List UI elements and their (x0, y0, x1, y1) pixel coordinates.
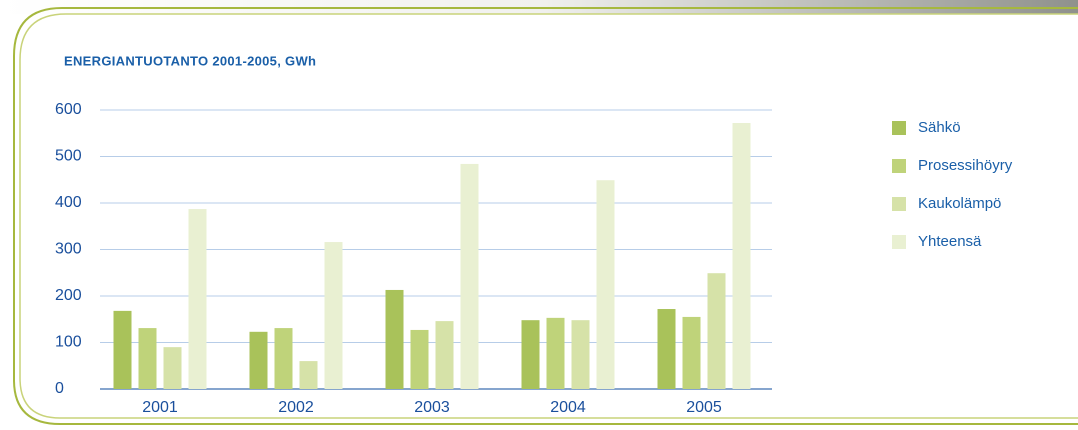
bar (572, 320, 590, 389)
bar (683, 317, 701, 389)
bar (708, 273, 726, 389)
bar (436, 321, 454, 389)
bar (733, 123, 751, 389)
page: {"chart_data": {"type": "bar", "title": … (0, 0, 1078, 430)
bar (114, 311, 132, 389)
chart: ENERGIANTUOTANTO 2001-2005, GWh 01002003… (0, 0, 1078, 430)
chart-title: ENERGIANTUOTANTO 2001-2005, GWh (64, 53, 316, 68)
y-tick-label: 500 (55, 148, 82, 165)
x-tick-label: 2002 (278, 399, 314, 416)
y-tick-label: 200 (55, 287, 82, 304)
y-tick-label: 400 (55, 194, 82, 211)
bar (139, 328, 157, 389)
y-tick-label: 300 (55, 241, 82, 258)
y-tick-label: 600 (55, 101, 82, 118)
legend-swatch (892, 197, 906, 211)
legend-label: Yhteensä (918, 233, 982, 250)
legend-label: Prosessihöyry (918, 157, 1013, 174)
legend-swatch (892, 235, 906, 249)
legend-label: Sähkö (918, 119, 961, 136)
x-tick-label: 2003 (414, 399, 450, 416)
x-tick-label: 2001 (142, 399, 178, 416)
legend-label: Kaukolämpö (918, 195, 1001, 212)
bar (461, 164, 479, 389)
x-tick-label: 2005 (686, 399, 722, 416)
bar (250, 332, 268, 389)
legend-swatch (892, 159, 906, 173)
bar (164, 347, 182, 389)
y-tick-label: 100 (55, 334, 82, 351)
bar (597, 180, 615, 389)
bar (325, 242, 343, 389)
y-tick-label: 0 (55, 380, 64, 397)
bar (411, 330, 429, 389)
legend-swatch (892, 121, 906, 135)
x-tick-label: 2004 (550, 399, 586, 416)
bar (547, 318, 565, 389)
bar (522, 320, 540, 389)
bar (658, 309, 676, 389)
bar (386, 290, 404, 389)
bar (275, 328, 293, 389)
bar (189, 209, 207, 389)
bar (300, 361, 318, 389)
